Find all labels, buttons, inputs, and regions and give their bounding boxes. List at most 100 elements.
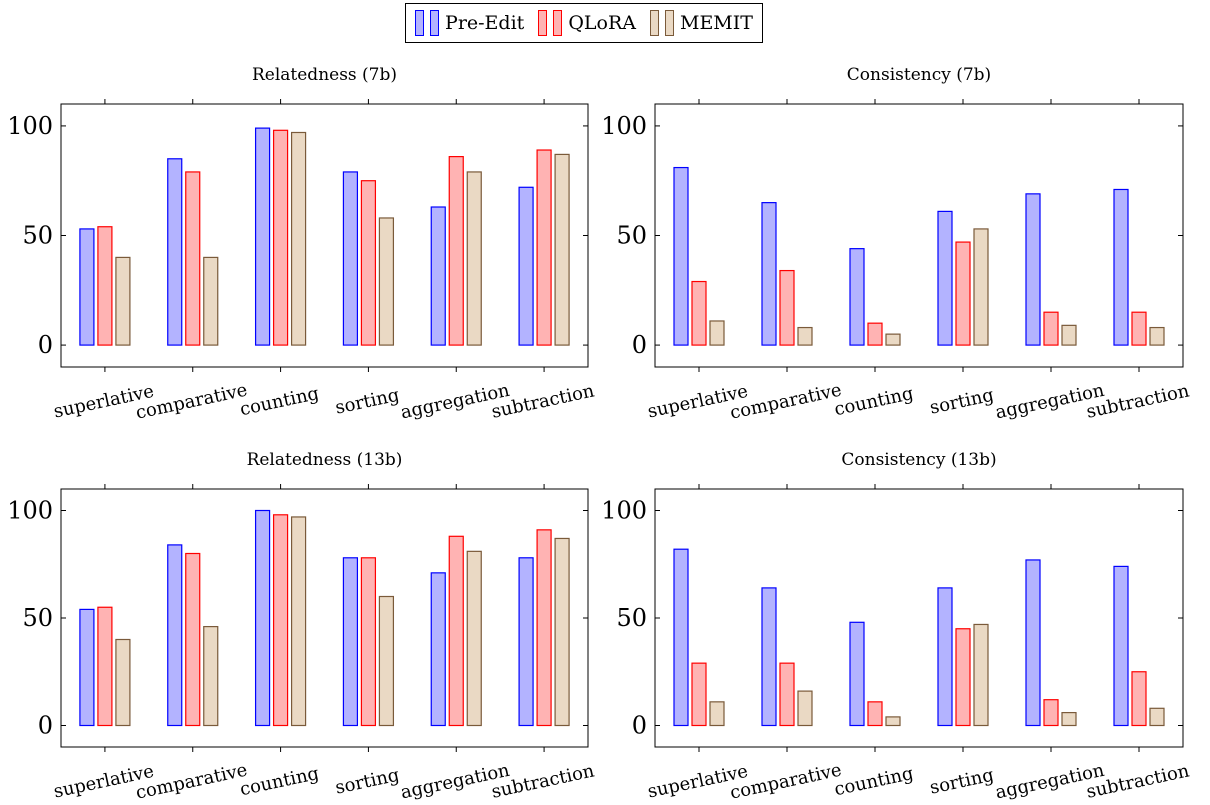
bar-2-pre-edit-comparative — [167, 544, 183, 727]
bar-1-pre-edit-superlative — [673, 166, 689, 346]
bar-2-memit-superlative — [115, 638, 131, 727]
bar-1-memit-superlative — [709, 320, 725, 346]
x-tick-label-2-2: counting — [238, 763, 321, 800]
bar-3-memit-comparative — [797, 690, 813, 727]
bar-1-memit-comparative — [797, 326, 813, 346]
bar-1-pre-edit-comparative — [761, 202, 777, 346]
legend-swatch-pre-edit-2 — [430, 10, 440, 36]
bar-0-pre-edit-superlative — [79, 228, 95, 346]
bar-2-memit-aggregation — [466, 550, 482, 727]
y-tick-label-0-1: 50 — [22, 222, 53, 250]
bar-0-pre-edit-aggregation — [430, 206, 446, 346]
bar-3-pre-edit-aggregation — [1025, 559, 1041, 727]
bar-0-memit-aggregation — [466, 171, 482, 346]
bar-3-qlora-superlative — [691, 662, 707, 727]
bar-2-memit-comparative — [203, 625, 219, 727]
bar-0-memit-comparative — [203, 256, 219, 346]
y-tick-label-2-0: 0 — [38, 712, 53, 740]
bar-2-qlora-subtraction — [536, 529, 552, 727]
bar-1-qlora-comparative — [779, 269, 795, 346]
bar-1-memit-subtraction — [1149, 326, 1165, 346]
bar-1-memit-aggregation — [1061, 324, 1077, 346]
bar-3-pre-edit-superlative — [673, 548, 689, 727]
bar-0-pre-edit-comparative — [167, 158, 183, 346]
legend-swatch-qlora-2 — [553, 10, 563, 36]
bar-2-qlora-sorting — [360, 557, 377, 727]
legend-item-pre-edit: Pre-Edit — [415, 10, 524, 36]
bar-3-memit-superlative — [709, 701, 725, 727]
bar-3-qlora-aggregation — [1043, 699, 1059, 727]
bar-1-qlora-counting — [867, 322, 883, 346]
bar-0-memit-sorting — [378, 217, 395, 346]
bar-0-pre-edit-counting — [254, 127, 271, 346]
bar-2-pre-edit-superlative — [79, 608, 95, 727]
bar-3-pre-edit-sorting — [937, 587, 953, 727]
x-tick-label-1-3: sorting — [928, 385, 996, 419]
bar-3-memit-subtraction — [1149, 707, 1165, 727]
bar-0-qlora-aggregation — [448, 156, 464, 346]
y-tick-label-3-1: 50 — [616, 604, 647, 632]
y-tick-label-1-0: 0 — [632, 331, 647, 359]
legend-label-pre-edit: Pre-Edit — [445, 12, 525, 34]
bar-3-pre-edit-comparative — [761, 587, 777, 727]
x-tick-label-0-3: sorting — [333, 385, 401, 419]
legend-label-memit: MEMIT — [679, 12, 753, 34]
plot-frame-1 — [654, 103, 1184, 368]
bar-0-qlora-superlative — [97, 226, 113, 346]
y-tick-label-3-0: 0 — [632, 712, 647, 740]
bar-1-qlora-sorting — [955, 241, 971, 346]
y-tick-label-0-2: 100 — [7, 112, 53, 140]
legend-swatch-qlora — [538, 10, 548, 36]
bar-2-pre-edit-subtraction — [518, 557, 534, 727]
bar-1-pre-edit-sorting — [937, 210, 953, 346]
bar-2-memit-sorting — [378, 595, 395, 727]
bar-1-qlora-subtraction — [1131, 311, 1147, 346]
bar-3-qlora-subtraction — [1131, 671, 1147, 727]
y-tick-label-2-2: 100 — [7, 497, 53, 525]
plot-frame-0 — [60, 103, 589, 368]
legend-swatch-pre-edit — [415, 10, 425, 36]
bar-1-pre-edit-counting — [849, 248, 865, 346]
plot-frame-3 — [654, 488, 1184, 748]
y-tick-label-2-1: 50 — [22, 604, 53, 632]
bar-0-qlora-subtraction — [536, 149, 552, 346]
bar-2-memit-subtraction — [554, 537, 570, 727]
y-tick-label-3-2: 100 — [601, 497, 647, 525]
bar-0-qlora-counting — [272, 129, 289, 346]
chart-title-3: Consistency (13b) — [841, 450, 996, 470]
bar-1-pre-edit-subtraction — [1113, 188, 1129, 346]
y-tick-label-1-1: 50 — [616, 222, 647, 250]
bar-1-qlora-aggregation — [1043, 311, 1059, 346]
x-tick-label-3-2: counting — [832, 763, 915, 800]
bar-3-pre-edit-subtraction — [1113, 565, 1129, 727]
bar-0-pre-edit-sorting — [342, 171, 359, 346]
bar-3-memit-sorting — [973, 623, 989, 727]
bar-1-qlora-superlative — [691, 280, 707, 346]
plot-frame-2 — [60, 488, 589, 748]
bar-3-pre-edit-counting — [849, 621, 865, 727]
bar-3-memit-aggregation — [1061, 711, 1077, 727]
bar-2-qlora-superlative — [97, 606, 113, 727]
y-tick-label-0-0: 0 — [38, 331, 53, 359]
bar-3-qlora-counting — [867, 701, 883, 727]
bar-2-qlora-comparative — [185, 552, 201, 727]
bar-1-memit-sorting — [973, 228, 989, 346]
bar-0-memit-counting — [290, 131, 307, 346]
legend-swatch-memit — [649, 10, 659, 36]
bar-3-memit-counting — [885, 716, 901, 727]
bar-3-qlora-sorting — [955, 628, 971, 727]
bar-0-qlora-sorting — [360, 180, 377, 346]
bar-0-memit-superlative — [115, 256, 131, 346]
bar-1-pre-edit-aggregation — [1025, 193, 1041, 346]
bar-2-qlora-counting — [272, 514, 289, 727]
bar-0-qlora-comparative — [185, 171, 201, 346]
x-tick-label-0-2: counting — [238, 383, 321, 420]
chart-title-1: Consistency (7b) — [847, 65, 991, 85]
chart-title-0: Relatedness (7b) — [252, 65, 397, 85]
x-tick-label-3-3: sorting — [928, 765, 996, 799]
bar-2-pre-edit-aggregation — [430, 572, 446, 727]
bar-1-memit-counting — [885, 333, 901, 346]
bar-2-memit-counting — [290, 516, 307, 727]
bar-2-qlora-aggregation — [448, 535, 464, 727]
